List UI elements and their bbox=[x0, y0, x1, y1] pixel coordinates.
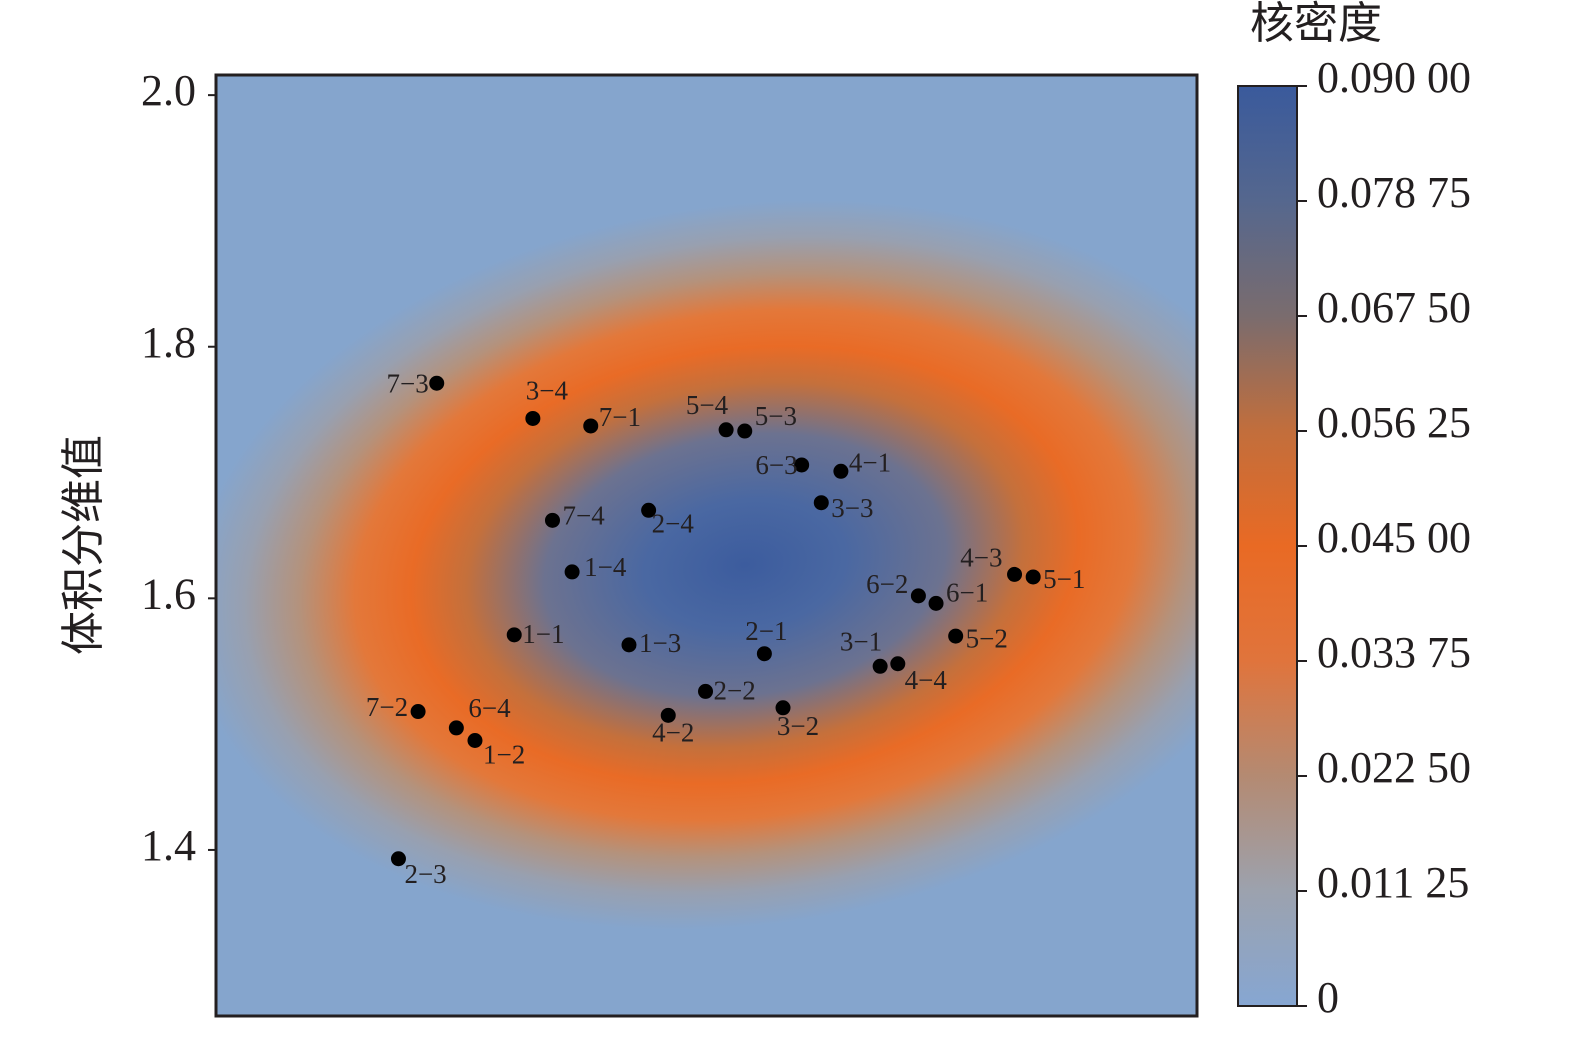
point bbox=[890, 656, 906, 672]
plot-frame bbox=[214, 73, 1199, 1018]
point bbox=[775, 700, 791, 716]
point-label: 1−2 bbox=[483, 740, 525, 770]
point bbox=[910, 588, 926, 604]
colorbar-tick-label: 0.033 75 bbox=[1317, 628, 1471, 677]
point bbox=[698, 683, 714, 699]
point-label: 4−2 bbox=[652, 718, 694, 748]
point bbox=[641, 502, 657, 518]
point-label: 6−4 bbox=[468, 693, 511, 723]
point-label: 2−1 bbox=[745, 616, 787, 646]
point bbox=[794, 457, 810, 473]
point-label: 2−3 bbox=[404, 859, 446, 889]
point bbox=[506, 627, 522, 643]
point-label: 3−2 bbox=[777, 711, 819, 741]
point-label: 5−3 bbox=[755, 401, 797, 431]
y-tick-label: 1.4 bbox=[141, 821, 196, 870]
point bbox=[525, 410, 541, 426]
point-label: 6−1 bbox=[946, 578, 988, 608]
point-label: 4−4 bbox=[905, 665, 948, 695]
point-label: 6−2 bbox=[866, 569, 908, 599]
point-label: 5−2 bbox=[966, 623, 1008, 653]
point-label: 4−3 bbox=[960, 543, 1002, 573]
point bbox=[583, 418, 599, 434]
colorbar-tick-label: 0.045 00 bbox=[1317, 513, 1471, 562]
point bbox=[544, 512, 560, 528]
point-label: 7−1 bbox=[599, 402, 641, 432]
colorbar-tick-label: 0.090 00 bbox=[1317, 53, 1471, 102]
point bbox=[467, 732, 483, 748]
point bbox=[448, 720, 464, 736]
colorbar-tick-label: 0.056 25 bbox=[1317, 398, 1471, 447]
point bbox=[621, 637, 637, 653]
density-contours bbox=[216, 200, 1197, 930]
point bbox=[1007, 566, 1023, 582]
colorbar-tick-label: 0.067 50 bbox=[1317, 283, 1471, 332]
point-label: 7−3 bbox=[386, 368, 428, 398]
point-label: 1−4 bbox=[584, 552, 627, 582]
point bbox=[948, 628, 964, 644]
y-axis-title: 体积分维值 bbox=[59, 435, 108, 655]
colorbar-tick-label: 0.078 75 bbox=[1317, 168, 1471, 217]
point-label: 3−3 bbox=[831, 493, 873, 523]
density-map bbox=[216, 75, 1197, 1016]
point bbox=[737, 423, 753, 439]
y-tick-label: 1.6 bbox=[141, 569, 196, 618]
point-label: 6−3 bbox=[755, 450, 797, 480]
y-tick-label: 1.8 bbox=[141, 318, 196, 367]
point bbox=[756, 646, 772, 662]
point bbox=[718, 422, 734, 438]
point bbox=[1025, 569, 1041, 585]
point bbox=[813, 495, 829, 511]
point-label: 7−2 bbox=[366, 692, 408, 722]
point bbox=[390, 851, 406, 867]
point bbox=[564, 564, 580, 580]
point bbox=[410, 704, 426, 720]
colorbar bbox=[1237, 85, 1298, 1007]
colorbar-title: 核密度 bbox=[1250, 0, 1382, 48]
point-label: 7−4 bbox=[562, 501, 605, 531]
point bbox=[833, 463, 849, 479]
colorbar-tick-label: 0.011 25 bbox=[1317, 858, 1469, 907]
point-label: 2−2 bbox=[714, 676, 756, 706]
y-tick-label: 2.0 bbox=[141, 66, 196, 115]
point-label: 3−4 bbox=[526, 376, 569, 406]
point bbox=[429, 375, 445, 391]
point bbox=[928, 595, 944, 611]
point-label: 5−4 bbox=[686, 390, 729, 420]
point-label: 5−1 bbox=[1043, 564, 1085, 594]
colorbar-tick-label: 0.022 50 bbox=[1317, 743, 1471, 792]
colorbar-tick-label: 0 bbox=[1317, 973, 1339, 1022]
point bbox=[660, 707, 676, 723]
point-label: 4−1 bbox=[849, 447, 891, 477]
point-label: 3−1 bbox=[840, 626, 882, 656]
point-label: 1−3 bbox=[639, 628, 681, 658]
point-label: 1−1 bbox=[522, 619, 564, 649]
point-label: 2−4 bbox=[652, 508, 695, 538]
point bbox=[872, 658, 888, 674]
